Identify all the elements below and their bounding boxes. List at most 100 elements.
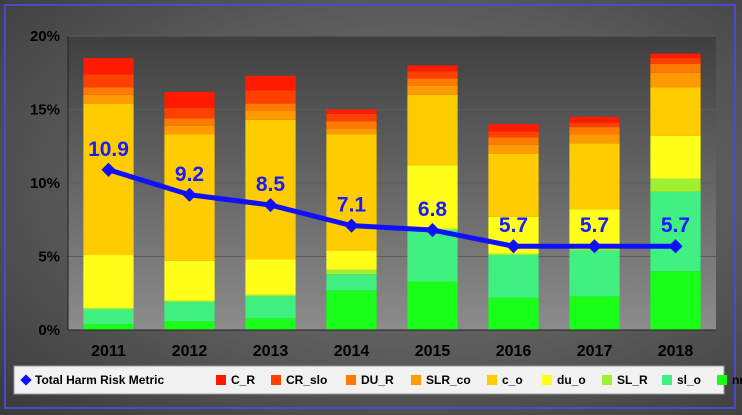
bar-segment-c-o-2017 — [569, 143, 620, 210]
bar-segment-sl-o-2012 — [164, 302, 215, 322]
data-label: 10.9 — [88, 138, 129, 161]
bar-segment-nnv-2015 — [407, 281, 458, 330]
x-tick-label: 2012 — [172, 343, 208, 360]
bar-segment-sl-o-2014 — [326, 274, 377, 291]
bar-segment-c-o-2018 — [650, 87, 701, 136]
bar-segment-c-r-2018 — [650, 53, 701, 59]
bar-segment-cr-slo-2013 — [245, 90, 296, 104]
bar-segment-nnv-2014 — [326, 290, 377, 330]
bar-segment-nnv-2016 — [488, 297, 539, 330]
legend-slr-co-swatch — [411, 375, 421, 385]
bar-segment-c-r-2014 — [326, 109, 377, 114]
y-tick-label: 0% — [38, 322, 60, 339]
chart-frame — [4, 4, 736, 409]
bar-segment-du-r-2018 — [650, 63, 701, 73]
bar-segment-du-r-2011 — [83, 87, 134, 95]
bar-segment-cr-slo-2018 — [650, 58, 701, 64]
total-line-point — [506, 239, 521, 254]
bar-segment-cr-slo-2015 — [407, 71, 458, 79]
bar-segment-sl-o-2015 — [407, 230, 458, 282]
bar-segment-c-r-2013 — [245, 75, 296, 91]
bar-segment-slr-co-2016 — [488, 144, 539, 154]
bar-segment-cr-slo-2011 — [83, 74, 134, 88]
legend-box — [13, 365, 725, 395]
bar-segment-du-r-2012 — [164, 118, 215, 126]
bar-segment-du-o-2012 — [164, 260, 215, 301]
bar-segment-cr-slo-2017 — [569, 122, 620, 128]
bar-segment-sl-r-2012 — [164, 300, 215, 303]
bar-segment-sl-o-2013 — [245, 296, 296, 319]
bar-segment-nnv-2017 — [569, 296, 620, 330]
bar-segment-sl-o-2011 — [83, 309, 134, 325]
total-line-point — [425, 222, 440, 238]
bar-segment-sl-r-2016 — [488, 253, 539, 256]
data-label: 7.1 — [337, 194, 367, 217]
legend-total-harm-risk-metric-label: Total Harm Risk Metric — [35, 373, 164, 387]
bar-segment-nnv-2018 — [650, 271, 701, 330]
x-tick-label: 2011 — [91, 343, 126, 360]
legend-c-r-swatch — [216, 375, 226, 385]
bar-segment-du-r-2013 — [245, 103, 296, 111]
bar-segment-du-o-2015 — [407, 165, 458, 229]
legend-du-o-swatch — [542, 375, 552, 385]
bar-segment-nnv-2012 — [164, 321, 215, 330]
bar-segment-slr-co-2012 — [164, 125, 215, 135]
bar-segment-c-r-2011 — [83, 58, 134, 75]
data-label: 5.7 — [499, 214, 528, 237]
bar-segment-c-r-2012 — [164, 91, 215, 109]
y-tick-label: 5% — [38, 249, 60, 266]
legend-nnv-label: nnv — [732, 373, 742, 387]
bar-segment-du-o-2014 — [326, 250, 377, 270]
y-tick-label: 15% — [30, 102, 60, 119]
data-label: 9.2 — [175, 163, 204, 186]
legend-nnv-swatch — [717, 375, 727, 385]
total-line-path — [107, 167, 676, 249]
legend-cr-slo-swatch — [271, 375, 281, 385]
legend-cr-slo-label: CR_slo — [286, 373, 327, 387]
bar-segment-c-o-2011 — [83, 103, 134, 256]
bar-segment-sl-r-2018 — [650, 178, 701, 192]
legend-du-r-label: DU_R — [361, 373, 394, 387]
data-label: 5.7 — [580, 214, 609, 237]
bar-segment-du-r-2016 — [488, 137, 539, 145]
bar-segment-sl-r-2014 — [326, 269, 377, 275]
legend-c-o-swatch — [487, 375, 497, 385]
bar-segment-nnv-2011 — [83, 324, 134, 330]
bar-segment-cr-slo-2014 — [326, 113, 377, 122]
bar-segment-slr-co-2011 — [83, 94, 134, 104]
bar-segment-slr-co-2017 — [569, 134, 620, 144]
bar-segment-du-o-2018 — [650, 135, 701, 179]
bar-segment-du-o-2013 — [245, 259, 296, 295]
x-tick-label: 2013 — [253, 343, 289, 360]
bar-segment-slr-co-2015 — [407, 85, 458, 95]
bar-segment-c-o-2016 — [488, 153, 539, 217]
legend-slr-co-label: SLR_co — [426, 373, 471, 387]
data-label: 5.7 — [661, 214, 690, 237]
bar-segment-nnv-2013 — [245, 318, 296, 330]
x-tick-label: 2018 — [658, 343, 694, 360]
y-tick-label: 10% — [30, 175, 60, 192]
bar-segment-slr-co-2018 — [650, 72, 701, 88]
legend: Total Harm Risk Metric C_R CR_slo DU_R SLR_c… — [13, 365, 742, 395]
bar-segment-c-r-2017 — [569, 116, 620, 123]
total-line: 10.9 9.2 8.5 7.1 6.8 5.7 5.7 5.7 — [88, 138, 690, 254]
bar-segment-du-r-2015 — [407, 78, 458, 86]
bar-segment-du-o-2011 — [83, 255, 134, 308]
x-axis: 2011 2012 2013 2014 2015 2016 2017 2018 — [68, 329, 716, 360]
bar-segment-cr-slo-2016 — [488, 131, 539, 138]
x-tick-label: 2016 — [496, 343, 532, 360]
legend-du-r-swatch — [346, 375, 356, 385]
total-line-point — [587, 239, 602, 254]
bar-segment-du-r-2017 — [569, 127, 620, 135]
x-tick-label: 2015 — [415, 343, 451, 360]
x-tick-label: 2017 — [577, 343, 613, 360]
total-line-point — [668, 239, 683, 254]
bar-segment-slr-co-2014 — [326, 128, 377, 135]
legend-sl-o-swatch — [662, 375, 672, 385]
total-line-point — [263, 197, 278, 213]
y-axis: 0% 5% 10% 15% 20% — [30, 28, 69, 339]
x-tick-label: 2014 — [334, 343, 370, 360]
y-tick-label: 20% — [30, 28, 60, 45]
bar-segment-sl-o-2016 — [488, 255, 539, 298]
